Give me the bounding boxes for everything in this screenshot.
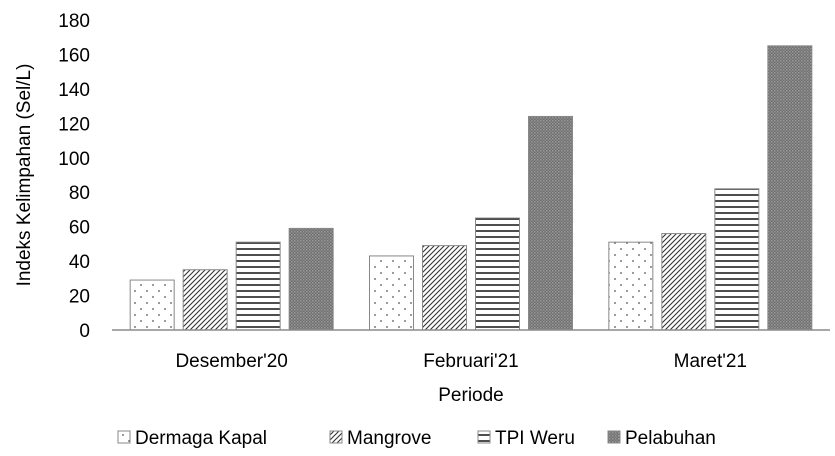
y-tick-label-1: 20 [69, 287, 90, 308]
bar-tpi-weru-2 [714, 188, 760, 331]
bar-pelabuhan-0 [288, 227, 334, 331]
bars [129, 45, 813, 331]
bar-mangrove-0 [182, 269, 228, 331]
legend-label-2: TPI Weru [495, 428, 575, 449]
bar-tpi-weru-0 [235, 241, 281, 331]
bar-dermaga-kapal-1 [369, 255, 414, 331]
legend: Dermaga Kapal Mangrove TPI Weru Pelabuhan [117, 428, 716, 449]
x-axis-title: Periode [438, 385, 504, 406]
y-tick-label-5: 100 [58, 149, 90, 170]
x-tick-label-2: Maret'21 [674, 351, 747, 372]
y-tick-label-4: 80 [69, 183, 90, 204]
legend-swatch-0 [117, 430, 131, 444]
x-axis-labels: Desember'20 Februari'21 Maret'21 [175, 351, 747, 372]
bar-dermaga-kapal-2 [608, 241, 654, 331]
bar-pelabuhan-1 [528, 115, 573, 331]
y-tick-label-3: 60 [69, 218, 90, 239]
legend-swatch-1 [329, 430, 343, 444]
x-tick-label-1: Februari'21 [423, 351, 519, 372]
bar-tpi-weru-1 [475, 217, 520, 331]
bar-mangrove-1 [422, 245, 467, 331]
legend-label-1: Mangrove [347, 428, 432, 449]
y-axis: 0 20 40 60 80 100 120 140 160 180 [58, 11, 90, 342]
legend-label-0: Dermaga Kapal [135, 428, 267, 449]
y-axis-title: Indeks Kelimpahan (Sel/L) [14, 64, 35, 287]
y-tick-label-0: 0 [79, 321, 90, 342]
legend-swatch-3 [607, 430, 621, 444]
legend-label-3: Pelabuhan [625, 428, 716, 449]
y-tick-label-8: 160 [58, 45, 90, 66]
legend-swatch-2 [477, 430, 491, 444]
bar-pelabuhan-2 [767, 45, 813, 331]
x-tick-label-0: Desember'20 [175, 351, 287, 372]
y-tick-label-7: 140 [58, 80, 90, 101]
bar-mangrove-2 [661, 233, 707, 331]
y-tick-label-9: 180 [58, 11, 90, 32]
y-tick-label-6: 120 [58, 114, 90, 135]
y-tick-label-2: 40 [69, 252, 90, 273]
bar-dermaga-kapal-0 [129, 279, 175, 331]
